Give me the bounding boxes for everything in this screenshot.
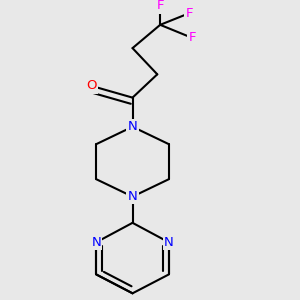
Text: F: F [188, 32, 196, 44]
Text: F: F [186, 7, 193, 20]
Text: F: F [156, 0, 164, 12]
Text: N: N [128, 120, 137, 133]
Text: N: N [164, 236, 174, 249]
Text: N: N [128, 190, 137, 203]
Text: N: N [91, 236, 101, 249]
Text: O: O [86, 80, 97, 92]
